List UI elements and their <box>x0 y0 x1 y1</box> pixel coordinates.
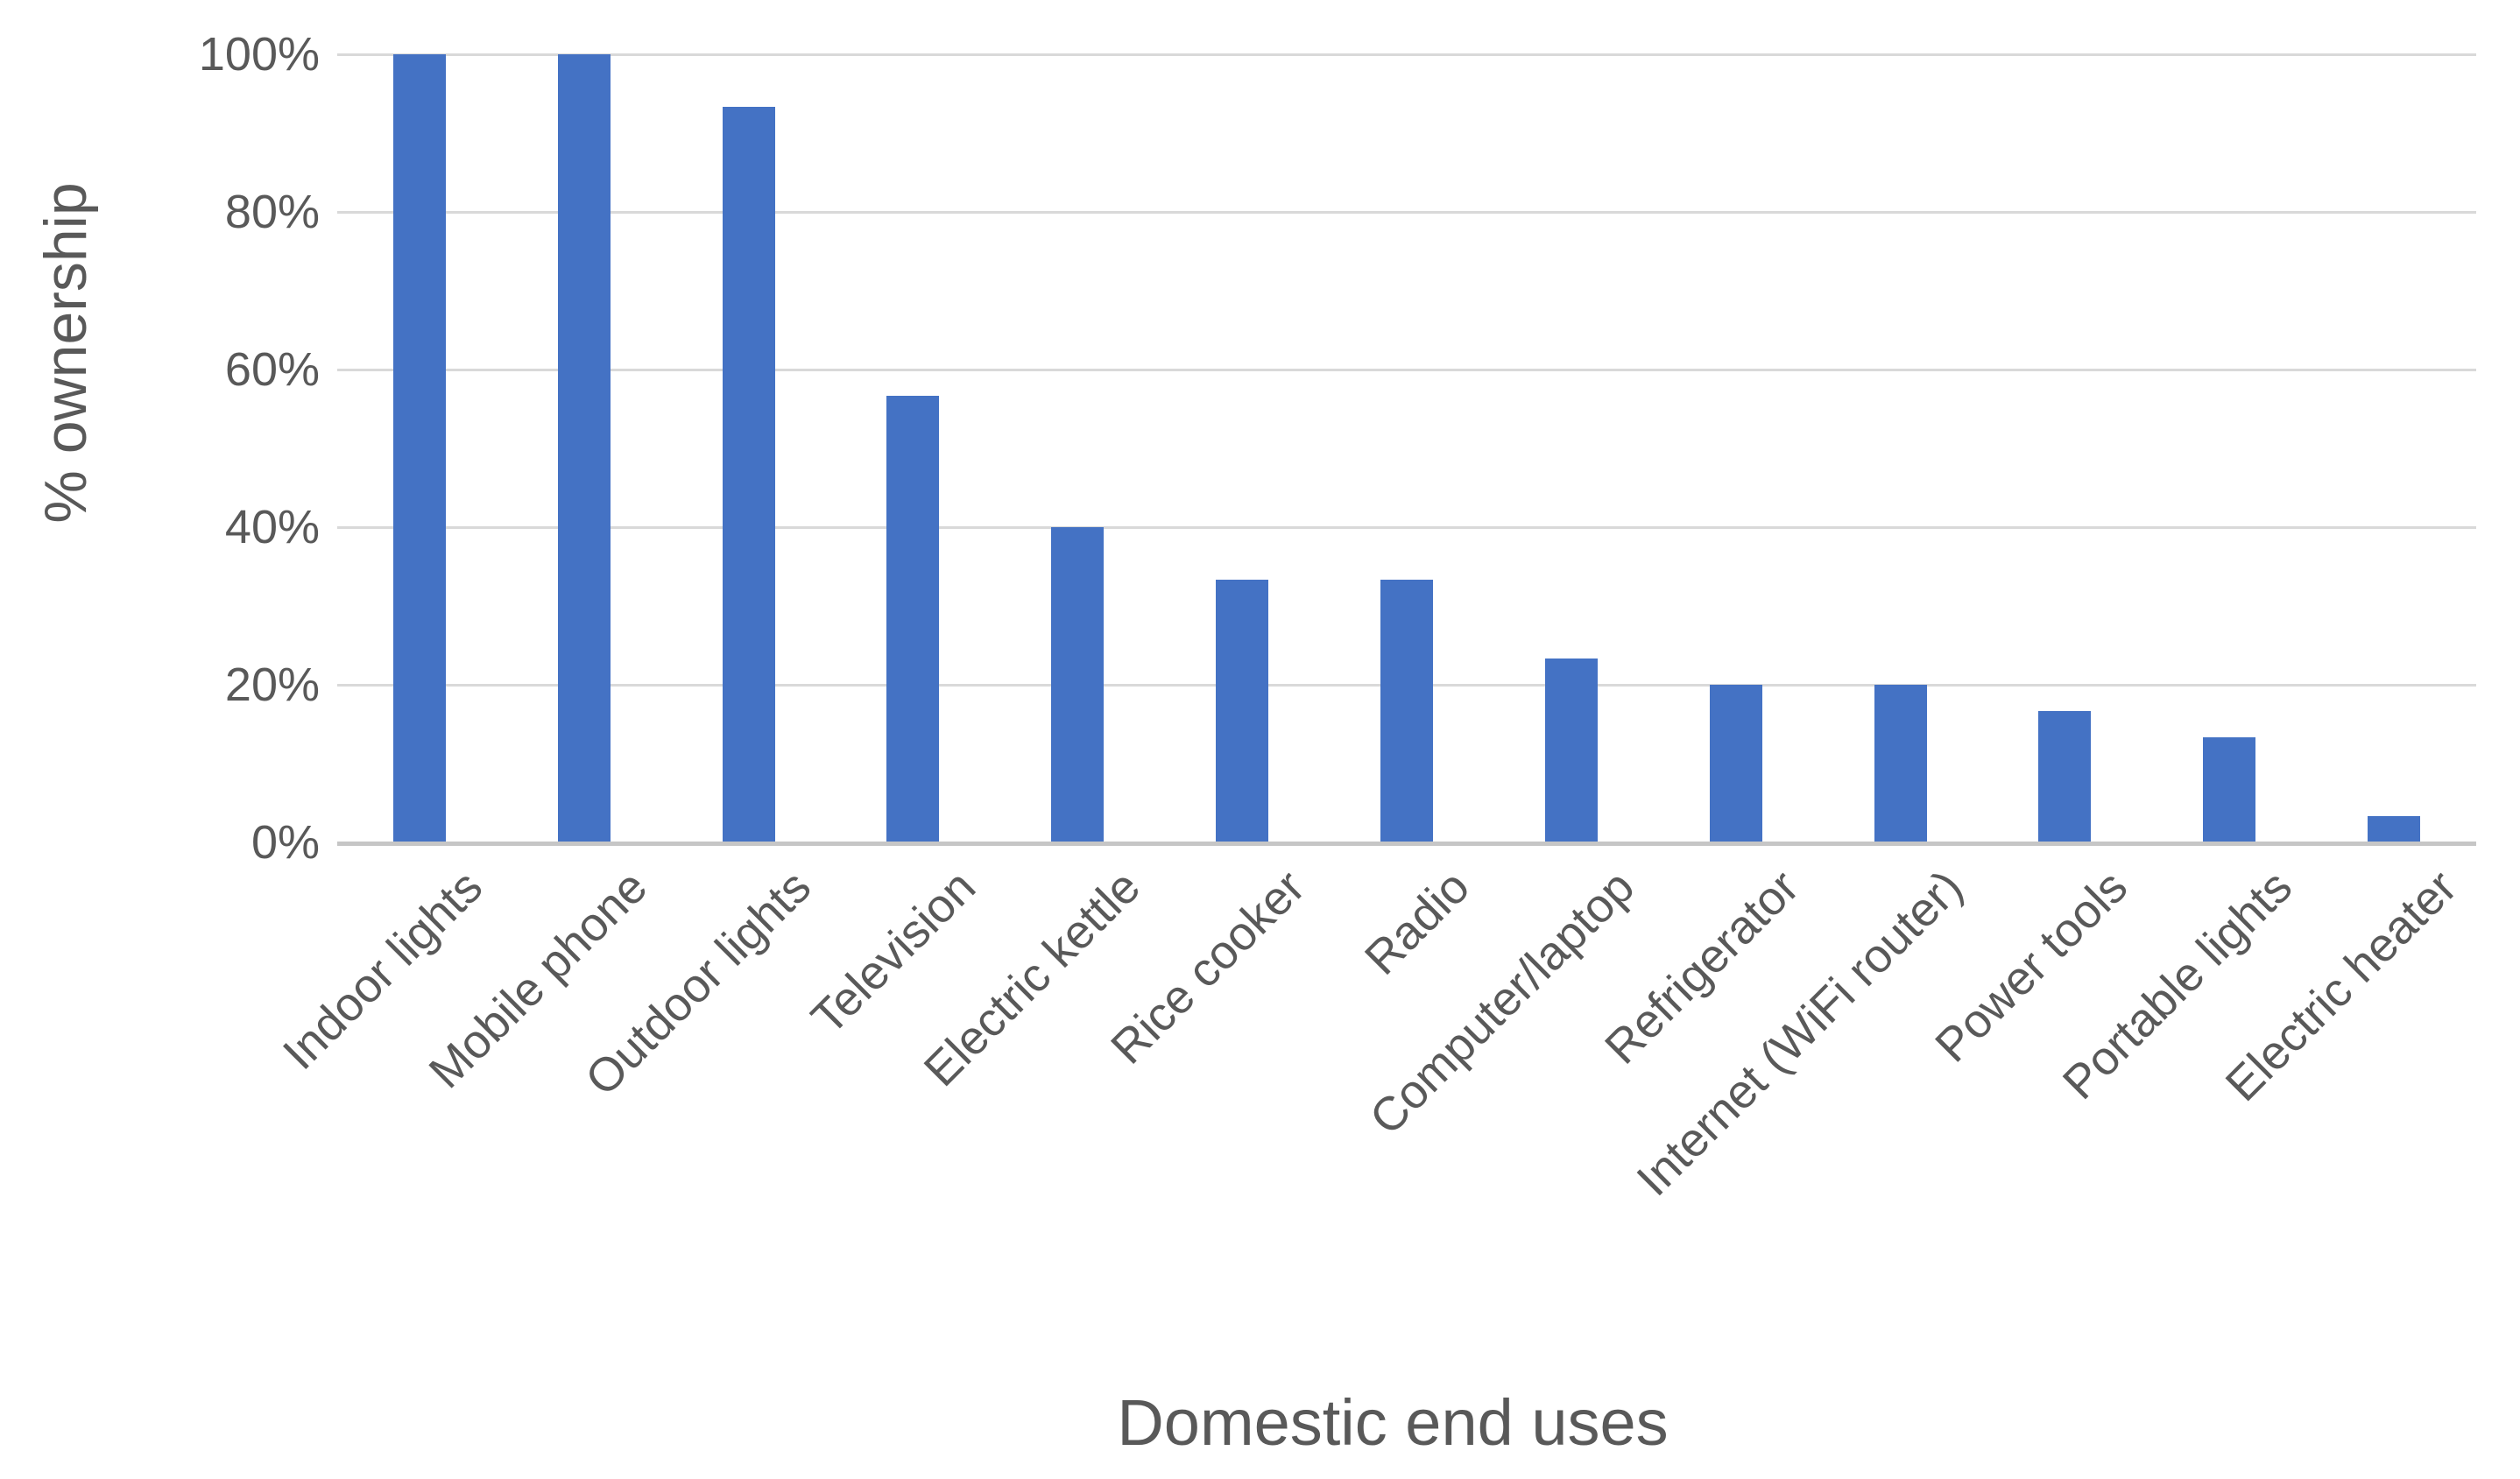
bar-portable-lights <box>2203 737 2256 842</box>
y-tick-label: 100% <box>198 28 320 81</box>
x-axis-title: Domestic end uses <box>1117 1386 1669 1459</box>
gridline <box>337 53 2476 56</box>
x-category-label: Internet (WiFi router) <box>1627 860 1973 1207</box>
y-tick-label: 20% <box>224 659 320 711</box>
gridline <box>337 369 2476 371</box>
bar-television <box>886 395 940 842</box>
bar-power-tools <box>2038 710 2092 842</box>
bar-outdoor-lights <box>722 107 775 842</box>
bar-radio <box>1380 580 1433 842</box>
bar-refrigerator <box>1709 685 1762 842</box>
y-tick-label: 40% <box>224 501 320 553</box>
bar-electric-heater <box>2368 816 2421 842</box>
bar-electric-kettle <box>1051 527 1105 842</box>
x-axis-line <box>337 842 2476 846</box>
x-category-label: Radio <box>1354 860 1480 985</box>
bar-indoor-lights <box>392 54 446 842</box>
bar-mobile-phone <box>557 54 611 842</box>
y-tick-label: 80% <box>224 186 320 238</box>
bar-computer-laptop <box>1544 659 1598 842</box>
bar-rice-cooker <box>1216 580 1269 842</box>
y-tick-label: 0% <box>251 816 320 869</box>
gridline <box>337 526 2476 529</box>
bar-internet-wifi-router- <box>1874 685 1927 842</box>
y-tick-label: 60% <box>224 343 320 396</box>
gridline <box>337 211 2476 214</box>
